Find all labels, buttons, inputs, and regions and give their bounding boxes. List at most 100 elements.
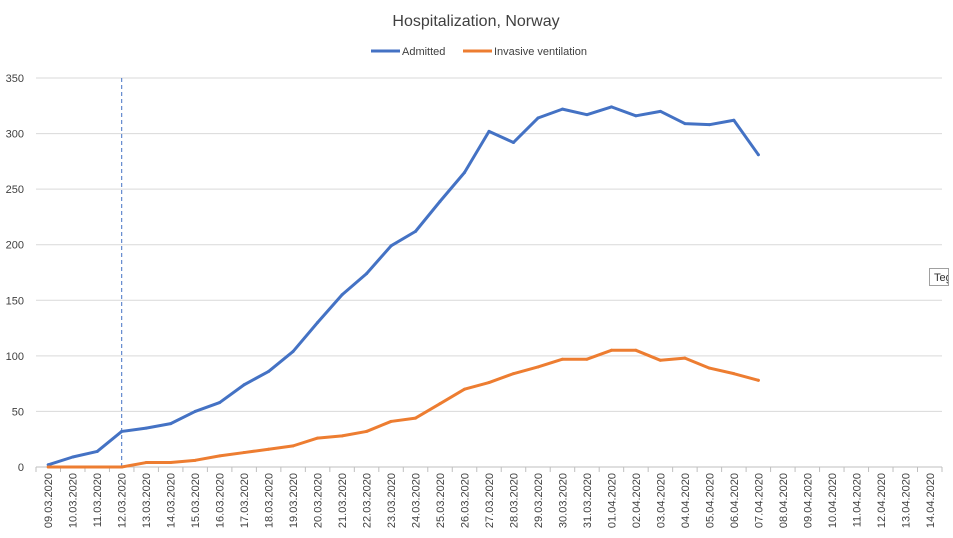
data-point-invasive-ventilation	[120, 465, 124, 469]
data-point-admitted	[683, 122, 687, 126]
y-axis-ticks: 0 50 100 150 200 250 300 350	[6, 73, 24, 474]
x-tick-label: 17.03.2020	[239, 473, 251, 528]
data-point-admitted	[463, 170, 467, 174]
data-point-admitted	[267, 369, 271, 373]
x-tick-label: 10.04.2020	[827, 473, 839, 528]
y-tick-label: 100	[6, 351, 24, 363]
x-tick-label: 14.03.2020	[166, 473, 178, 528]
data-point-invasive-ventilation	[46, 465, 50, 469]
x-tick-label: 19.03.2020	[288, 473, 300, 528]
chart-area-tooltip: Tegnområde	[929, 268, 949, 286]
data-point-admitted	[242, 383, 246, 387]
x-tick-label: 11.04.2020	[851, 473, 863, 527]
data-point-invasive-ventilation	[340, 434, 344, 438]
data-point-invasive-ventilation	[756, 378, 760, 382]
chart-title: Hospitalization, Norway	[392, 13, 559, 30]
data-point-admitted	[389, 244, 393, 248]
data-point-admitted	[71, 455, 75, 459]
x-tick-label: 22.03.2020	[362, 473, 374, 528]
data-point-invasive-ventilation	[438, 402, 442, 406]
y-tick-label: 350	[6, 73, 24, 85]
data-point-invasive-ventilation	[732, 372, 736, 376]
x-tick-label: 09.04.2020	[802, 473, 814, 528]
x-tick-label: 18.03.2020	[264, 473, 276, 528]
x-tick-label: 28.03.2020	[508, 473, 520, 528]
data-point-admitted	[414, 229, 418, 233]
gridlines	[36, 77, 942, 468]
data-point-invasive-ventilation	[389, 419, 393, 423]
data-point-admitted	[438, 199, 442, 203]
data-point-admitted	[291, 349, 295, 353]
data-point-invasive-ventilation	[609, 348, 613, 352]
x-tick-label: 21.03.2020	[337, 473, 349, 528]
data-point-invasive-ventilation	[71, 465, 75, 469]
data-point-admitted	[316, 321, 320, 325]
x-tick-label: 26.03.2020	[460, 473, 472, 528]
x-tick-label: 09.03.2020	[43, 473, 55, 528]
y-tick-label: 250	[6, 184, 24, 196]
data-point-admitted	[707, 123, 711, 127]
data-point-invasive-ventilation	[658, 358, 662, 362]
data-point-invasive-ventilation	[291, 444, 295, 448]
data-point-invasive-ventilation	[683, 356, 687, 360]
y-tick-label: 300	[6, 129, 24, 141]
x-tick-label: 25.03.2020	[435, 473, 447, 528]
data-point-invasive-ventilation	[463, 387, 467, 391]
x-tick-label: 12.04.2020	[876, 473, 888, 528]
data-point-admitted	[120, 429, 124, 433]
x-tick-label: 12.03.2020	[117, 473, 129, 528]
data-point-invasive-ventilation	[242, 451, 246, 455]
data-point-admitted	[511, 140, 515, 144]
data-point-invasive-ventilation	[193, 458, 197, 462]
data-point-invasive-ventilation	[267, 447, 271, 451]
data-point-invasive-ventilation	[707, 366, 711, 370]
chart-legend: Admitted Invasive ventilation	[371, 46, 587, 58]
data-point-invasive-ventilation	[585, 357, 589, 361]
data-point-admitted	[340, 293, 344, 297]
data-point-admitted	[218, 401, 222, 405]
data-point-admitted	[560, 107, 564, 111]
series-line-admitted	[46, 105, 760, 467]
data-point-invasive-ventilation	[95, 465, 99, 469]
x-tick-label: 14.04.2020	[925, 473, 937, 528]
data-point-admitted	[169, 422, 173, 426]
data-point-admitted	[193, 409, 197, 413]
x-tick-label: 06.04.2020	[729, 473, 741, 528]
data-point-invasive-ventilation	[536, 365, 540, 369]
x-tick-label: 20.03.2020	[313, 473, 325, 528]
y-tick-label: 0	[18, 462, 24, 474]
series-line-invasive-ventilation	[46, 348, 760, 469]
x-tick-label: 27.03.2020	[484, 473, 496, 528]
x-tick-label: 16.03.2020	[215, 473, 227, 528]
data-point-admitted	[658, 109, 662, 113]
x-tick-label: 13.04.2020	[900, 473, 912, 528]
data-point-invasive-ventilation	[560, 357, 564, 361]
data-point-admitted	[536, 116, 540, 120]
x-tick-label: 29.03.2020	[533, 473, 545, 528]
data-point-invasive-ventilation	[365, 429, 369, 433]
data-point-invasive-ventilation	[144, 461, 148, 465]
data-point-invasive-ventilation	[634, 348, 638, 352]
data-point-admitted	[144, 426, 148, 430]
x-tick-label: 01.04.2020	[606, 473, 618, 528]
data-point-admitted	[609, 105, 613, 109]
data-point-admitted	[365, 272, 369, 276]
data-point-invasive-ventilation	[169, 461, 173, 465]
y-tick-label: 50	[12, 406, 24, 418]
series-lines	[46, 105, 760, 469]
data-point-invasive-ventilation	[414, 416, 418, 420]
legend-label-invasive-ventilation: Invasive ventilation	[494, 46, 587, 58]
x-tick-label: 11.03.2020	[92, 473, 104, 527]
data-point-admitted	[634, 114, 638, 118]
x-tick-label: 31.03.2020	[582, 473, 594, 528]
data-point-invasive-ventilation	[316, 436, 320, 440]
x-tick-label: 08.04.2020	[778, 473, 790, 528]
x-tick-label: 30.03.2020	[557, 473, 569, 528]
x-axis-ticks: 09.03.2020 10.03.2020 11.03.2020 12.03.2020…	[35, 467, 943, 528]
x-tick-label: 10.03.2020	[68, 473, 80, 528]
data-point-admitted	[732, 118, 736, 122]
data-point-invasive-ventilation	[487, 381, 491, 385]
x-tick-label: 07.04.2020	[753, 473, 765, 528]
y-tick-label: 150	[6, 295, 24, 307]
